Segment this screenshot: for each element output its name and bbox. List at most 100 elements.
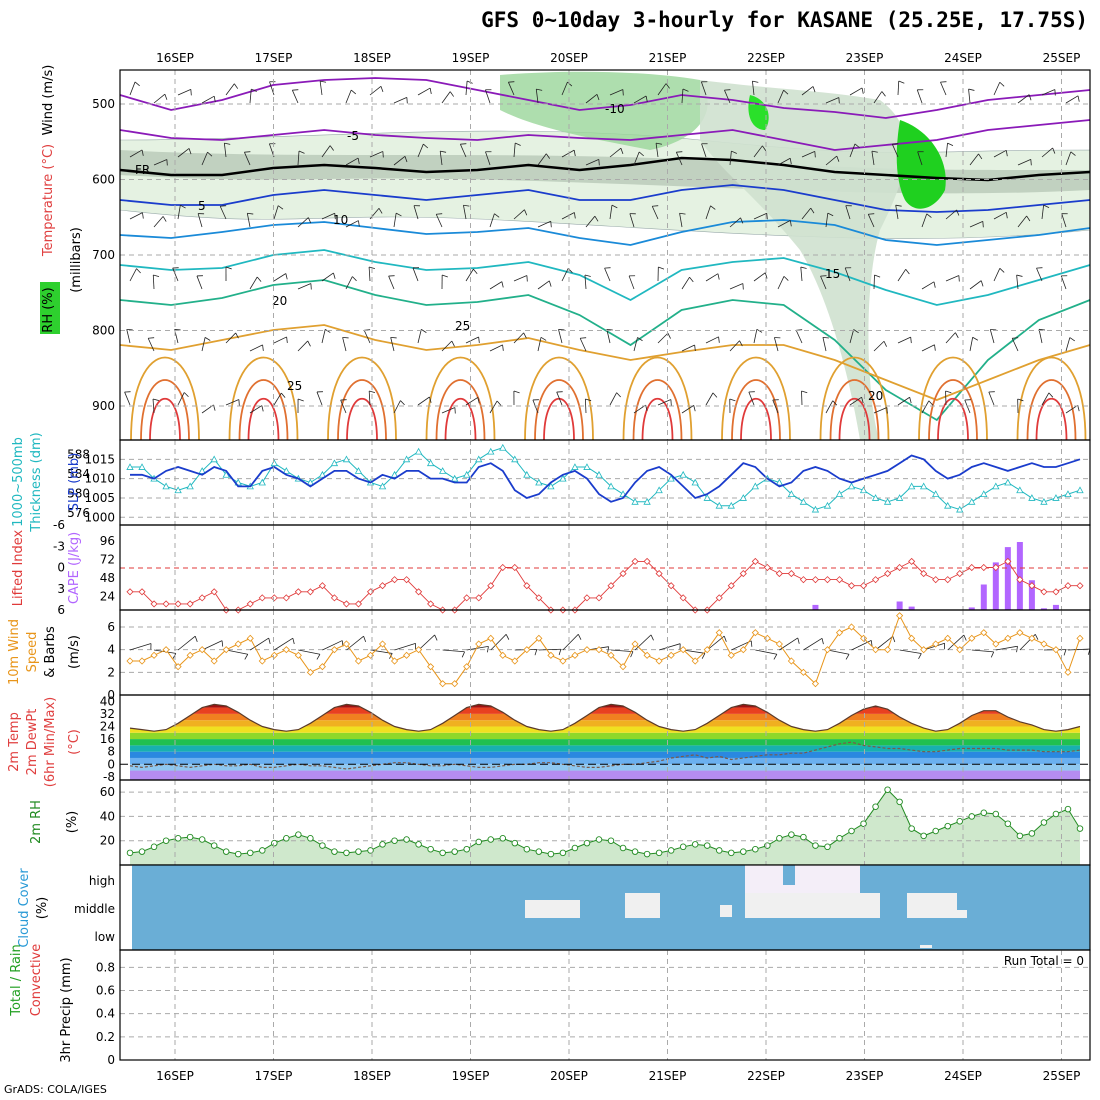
- temperature-contour: [1035, 397, 1068, 441]
- wind-label-4: (m/s): [67, 635, 82, 669]
- thickness-point: [138, 463, 146, 470]
- y-tick-label: 4: [107, 643, 115, 657]
- wind-barb: [400, 400, 405, 406]
- temp-band: [130, 739, 1080, 746]
- wind-barb: [945, 390, 952, 394]
- wind-barb: [201, 95, 215, 104]
- wind-barb: [606, 328, 613, 331]
- wind-barb: [513, 275, 528, 282]
- y-tick-label-cape: 24: [100, 590, 115, 604]
- wind-barb: [297, 283, 312, 290]
- thickness-point: [282, 467, 291, 474]
- wind-barb: [729, 283, 744, 290]
- rh-point: [271, 839, 278, 847]
- li-point: [162, 600, 170, 608]
- wind-barb: [188, 148, 192, 155]
- rh-point: [234, 850, 242, 858]
- wind-speed-point: [246, 634, 254, 642]
- rh-point: [908, 825, 915, 832]
- li-point: [763, 563, 771, 572]
- wind-barb-10m: [797, 637, 800, 644]
- wind-barb: [999, 81, 1005, 87]
- temp-band: [130, 707, 1080, 714]
- li-point: [487, 582, 495, 590]
- wind-barb-10m: [918, 653, 922, 659]
- wind-barb: [947, 142, 954, 146]
- wind-barb: [247, 212, 254, 215]
- y-tick-label: 6: [107, 620, 115, 634]
- li-point: [1016, 576, 1024, 584]
- wind-barb: [774, 337, 779, 352]
- wind-barb: [955, 332, 959, 339]
- cloud-cell: [920, 945, 932, 948]
- temperature-contour: [524, 356, 594, 441]
- thickness-point: [823, 501, 832, 509]
- wind-barb-10m: [534, 649, 538, 656]
- wind-barb-10m: [558, 649, 562, 656]
- wind-barb-10m: [971, 649, 994, 653]
- wind-barb-10m: [442, 649, 465, 653]
- thickness-point: [174, 486, 182, 494]
- li-point: [390, 576, 399, 584]
- wind-barb: [129, 149, 143, 158]
- temperature-contour: [937, 397, 969, 441]
- rh-point: [210, 842, 218, 849]
- wind-speed-point: [619, 663, 627, 671]
- temperature-contour: [327, 356, 397, 441]
- wind-barb: [658, 266, 665, 270]
- temperature-contour: [918, 356, 988, 441]
- li-point: [1028, 582, 1036, 590]
- rh-point: [872, 803, 879, 810]
- rh-point: [980, 809, 988, 817]
- rh-point: [283, 835, 290, 842]
- li-point: [896, 563, 904, 572]
- temperature-contour-label: 15: [825, 267, 840, 281]
- wind-barb: [638, 151, 644, 157]
- wind-barb: [368, 391, 371, 406]
- wind-speed-point: [258, 657, 266, 665]
- date-label-top: 22SEP: [747, 51, 785, 65]
- wind-barb: [752, 80, 759, 83]
- wind-barb: [1061, 213, 1067, 228]
- li-point: [607, 582, 615, 590]
- y-tick-label: 8: [107, 745, 115, 759]
- thickness-point: [162, 482, 170, 490]
- wind-barb: [665, 83, 670, 89]
- wind-barb: [463, 205, 467, 220]
- wind-barb: [753, 272, 766, 282]
- temperature-contour: [819, 356, 890, 441]
- rh-point: [415, 841, 422, 848]
- rh-point: [391, 837, 398, 844]
- temperature-contour: [740, 397, 772, 441]
- thickness-point: [715, 501, 723, 509]
- y-tick-label: 20: [100, 834, 115, 848]
- wind-barb-10m: [634, 634, 652, 651]
- wind-barb-10m: [418, 634, 435, 651]
- wind-speed-point: [763, 634, 771, 642]
- wind-speed-point: [884, 646, 892, 654]
- wind-barb: [609, 205, 613, 220]
- wind-barb: [141, 149, 144, 156]
- wind-barb: [945, 275, 960, 282]
- temperature-contour: [119, 249, 1091, 306]
- rh-point: [307, 835, 314, 842]
- wind-barb: [849, 143, 856, 158]
- wind-barb: [729, 398, 736, 402]
- wind-barb: [921, 400, 930, 414]
- wind-speed-point: [703, 646, 711, 654]
- cape-bar: [812, 604, 819, 610]
- wind-speed-point: [811, 680, 820, 688]
- wind-barb-10m: [1016, 646, 1018, 653]
- wind-speed-point: [631, 640, 639, 648]
- thickness-point: [523, 470, 531, 478]
- wind-barb: [895, 205, 899, 220]
- wind-barb: [1005, 212, 1008, 219]
- rh-point: [523, 845, 531, 853]
- wind-barb: [873, 91, 883, 104]
- y-tick-label: 0: [107, 1053, 115, 1067]
- wind-barb: [494, 213, 500, 218]
- wind-barb-10m: [1063, 649, 1067, 656]
- page-title: GFS 0~10day 3-hourly for KASANE (25.25E,…: [481, 8, 1088, 32]
- wind-speed-point: [1064, 668, 1072, 676]
- temperature-contour-label: FR: [135, 163, 150, 177]
